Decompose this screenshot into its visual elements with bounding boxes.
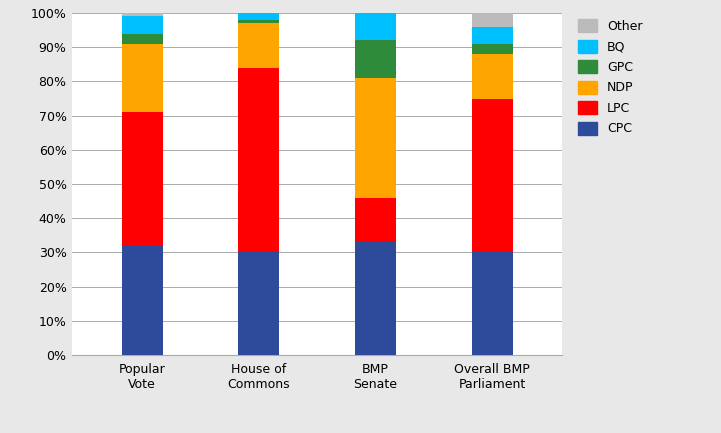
Bar bbox=[472, 54, 513, 98]
Legend: Other, BQ, GPC, NDP, LPC, CPC: Other, BQ, GPC, NDP, LPC, CPC bbox=[578, 19, 642, 136]
Bar bbox=[122, 13, 162, 16]
Bar bbox=[472, 44, 513, 54]
Bar bbox=[472, 13, 513, 27]
Bar bbox=[122, 112, 162, 246]
Bar bbox=[239, 68, 279, 252]
Bar bbox=[239, 23, 279, 68]
Bar bbox=[122, 33, 162, 44]
Bar bbox=[122, 44, 162, 112]
Bar bbox=[122, 16, 162, 33]
Bar bbox=[472, 99, 513, 252]
Bar bbox=[355, 242, 396, 355]
Bar bbox=[122, 246, 162, 355]
Bar bbox=[355, 78, 396, 198]
Bar bbox=[355, 13, 396, 40]
Bar bbox=[472, 27, 513, 44]
Bar bbox=[355, 40, 396, 78]
Bar bbox=[239, 252, 279, 355]
Bar bbox=[472, 252, 513, 355]
Bar bbox=[239, 20, 279, 23]
Bar bbox=[239, 13, 279, 20]
Bar bbox=[355, 198, 396, 242]
